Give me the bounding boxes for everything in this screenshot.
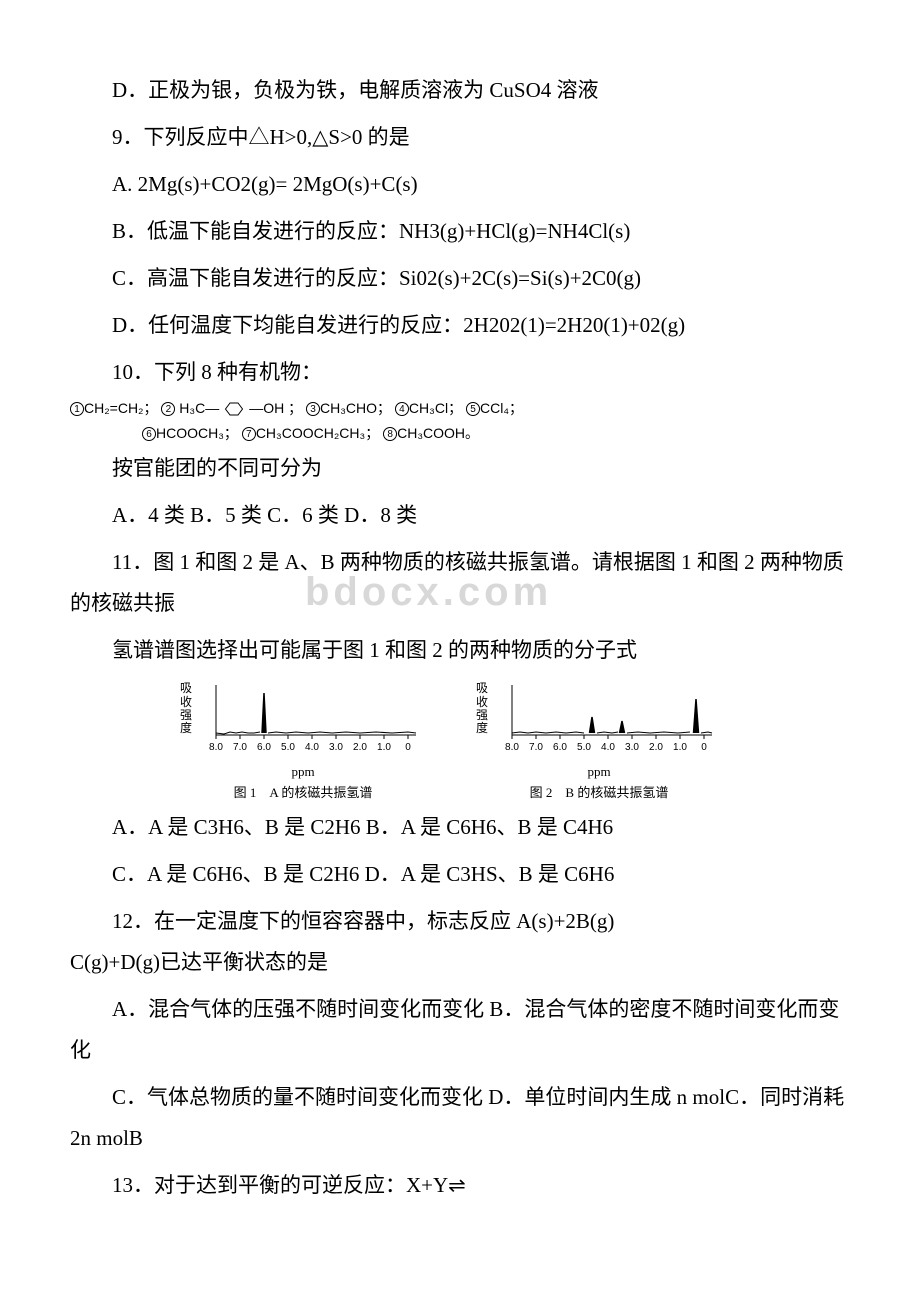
q10-substem: 按官能团的不同可分为 <box>70 448 850 489</box>
nmr-a-xlabel: ppm <box>291 764 314 780</box>
q10-formula-line2: 6HCOOCH₃； 7CH₃COOCH₂CH₃； 8CH₃COOH。 <box>142 424 850 444</box>
q11-options-1: A．A 是 C3H6、B 是 C2H6 B．A 是 C6H6、B 是 C4H6 <box>70 807 850 848</box>
q10-f8: CH₃COOH。 <box>397 425 479 441</box>
svg-text:1.0: 1.0 <box>673 742 687 753</box>
q10-formula-line1: 1CH₂=CH₂； 2 H₃C— —OH ； 3CH₃CHO； 4CH₃Cl； 5… <box>70 399 850 419</box>
circled-4: 4 <box>395 402 409 416</box>
q10-options: A．4 类 B．5 类 C．6 类 D．8 类 <box>70 495 850 536</box>
q9-option-b: B．低温下能自发进行的反应：NH3(g)+HCl(g)=NH4Cl(s) <box>70 211 850 252</box>
svg-text:0: 0 <box>405 742 411 753</box>
q12-options-cd: C．气体总物质的量不随时间变化而变化 D．单位时间内生成 n molC．同时消耗… <box>70 1077 850 1159</box>
svg-text:3.0: 3.0 <box>625 742 639 753</box>
circled-2: 2 <box>161 402 175 416</box>
nmr-chart-b: 吸 收 强 度 8.0 7.0 6.0 5.0 4.0 3.0 2.0 1.0 0 ppm 图 … <box>476 680 722 801</box>
benzene-icon <box>221 401 247 417</box>
svg-text:5.0: 5.0 <box>577 742 591 753</box>
svg-text:6.0: 6.0 <box>553 742 567 753</box>
circled-7: 7 <box>242 427 256 441</box>
circled-5: 5 <box>466 402 480 416</box>
circled-6: 6 <box>142 427 156 441</box>
nmr-b-xlabel: ppm <box>587 764 610 780</box>
svg-text:2.0: 2.0 <box>649 742 663 753</box>
svg-text:7.0: 7.0 <box>529 742 543 753</box>
nmr-a-svg: 8.0 7.0 6.0 5.0 4.0 3.0 2.0 1.0 0 <box>196 680 426 760</box>
q9-option-c: C．高温下能自发进行的反应：Si02(s)+2C(s)=Si(s)+2C0(g) <box>70 258 850 299</box>
q10-f2a: H₃C— <box>175 400 219 416</box>
svg-text:7.0: 7.0 <box>233 742 247 753</box>
svg-text:8.0: 8.0 <box>209 742 223 753</box>
svg-text:6.0: 6.0 <box>257 742 271 753</box>
q10-f2b: —OH ； <box>249 400 306 416</box>
q10-stem: 10．下列 8 种有机物： <box>70 352 850 393</box>
nmr-a-caption: 图 1 A 的核磁共振氢谱 <box>234 782 373 801</box>
circled-1: 1 <box>70 402 84 416</box>
q12-options-ab: A．混合气体的压强不随时间变化而变化 B．混合气体的密度不随时间变化而变化 <box>70 989 850 1071</box>
svg-text:8.0: 8.0 <box>505 742 519 753</box>
nmr-b-caption: 图 2 B 的核磁共振氢谱 <box>530 782 669 801</box>
svg-text:2.0: 2.0 <box>353 742 367 753</box>
circled-3: 3 <box>306 402 320 416</box>
q11-stem-2: 氢谱谱图选择出可能属于图 1 和图 2 的两种物质的分子式 <box>70 630 850 671</box>
q10-f5: CCl₄； <box>480 400 523 416</box>
q11-options-2: C．A 是 C6H6、B 是 C2H6 D．A 是 C3HS、B 是 C6H6 <box>70 854 850 895</box>
q10-f1: CH₂=CH₂； <box>84 400 158 416</box>
svg-text:4.0: 4.0 <box>305 742 319 753</box>
q9-option-d: D．任何温度下均能自发进行的反应：2H202(1)=2H20(1)+02(g) <box>70 305 850 346</box>
nmr-chart-a: 吸 收 强 度 8.0 7.0 6.0 5.0 4.0 3.0 2.0 1.0 0 ppm 图 … <box>180 680 426 801</box>
q10-f7: CH₃COOCH₂CH₃； <box>256 425 379 441</box>
q10-f4: CH₃Cl； <box>409 400 462 416</box>
q8-option-d: D．正极为银，负极为铁，电解质溶液为 CuSO4 溶液 <box>70 70 850 111</box>
q9-option-a: A. 2Mg(s)+CO2(g)= 2MgO(s)+C(s) <box>70 164 850 205</box>
q10-f6: HCOOCH₃； <box>156 425 238 441</box>
nmr-charts-container: 吸 收 强 度 8.0 7.0 6.0 5.0 4.0 3.0 2.0 1.0 0 ppm 图 … <box>180 680 850 801</box>
q12-stem: 12．在一定温度下的恒容容器中，标志反应 A(s)+2B(g)C(g)+D(g)… <box>70 901 850 983</box>
q13-stem: 13．对于达到平衡的可逆反应：X+Y⇌ <box>70 1165 850 1206</box>
svg-text:3.0: 3.0 <box>329 742 343 753</box>
q11-stem-1: 11．图 1 和图 2 是 A、B 两种物质的核磁共振氢谱。请根据图 1 和图 … <box>70 542 850 624</box>
svg-text:4.0: 4.0 <box>601 742 615 753</box>
nmr-b-svg: 8.0 7.0 6.0 5.0 4.0 3.0 2.0 1.0 0 <box>492 680 722 760</box>
svg-text:5.0: 5.0 <box>281 742 295 753</box>
q10-f3: CH₃CHO； <box>320 400 391 416</box>
nmr-a-ylabel: 吸 收 强 度 <box>180 682 194 735</box>
circled-8: 8 <box>383 427 397 441</box>
nmr-b-ylabel: 吸 收 强 度 <box>476 682 490 735</box>
svg-text:0: 0 <box>701 742 707 753</box>
q9-stem: 9．下列反应中△H>0,△S>0 的是 <box>70 117 850 158</box>
svg-text:1.0: 1.0 <box>377 742 391 753</box>
